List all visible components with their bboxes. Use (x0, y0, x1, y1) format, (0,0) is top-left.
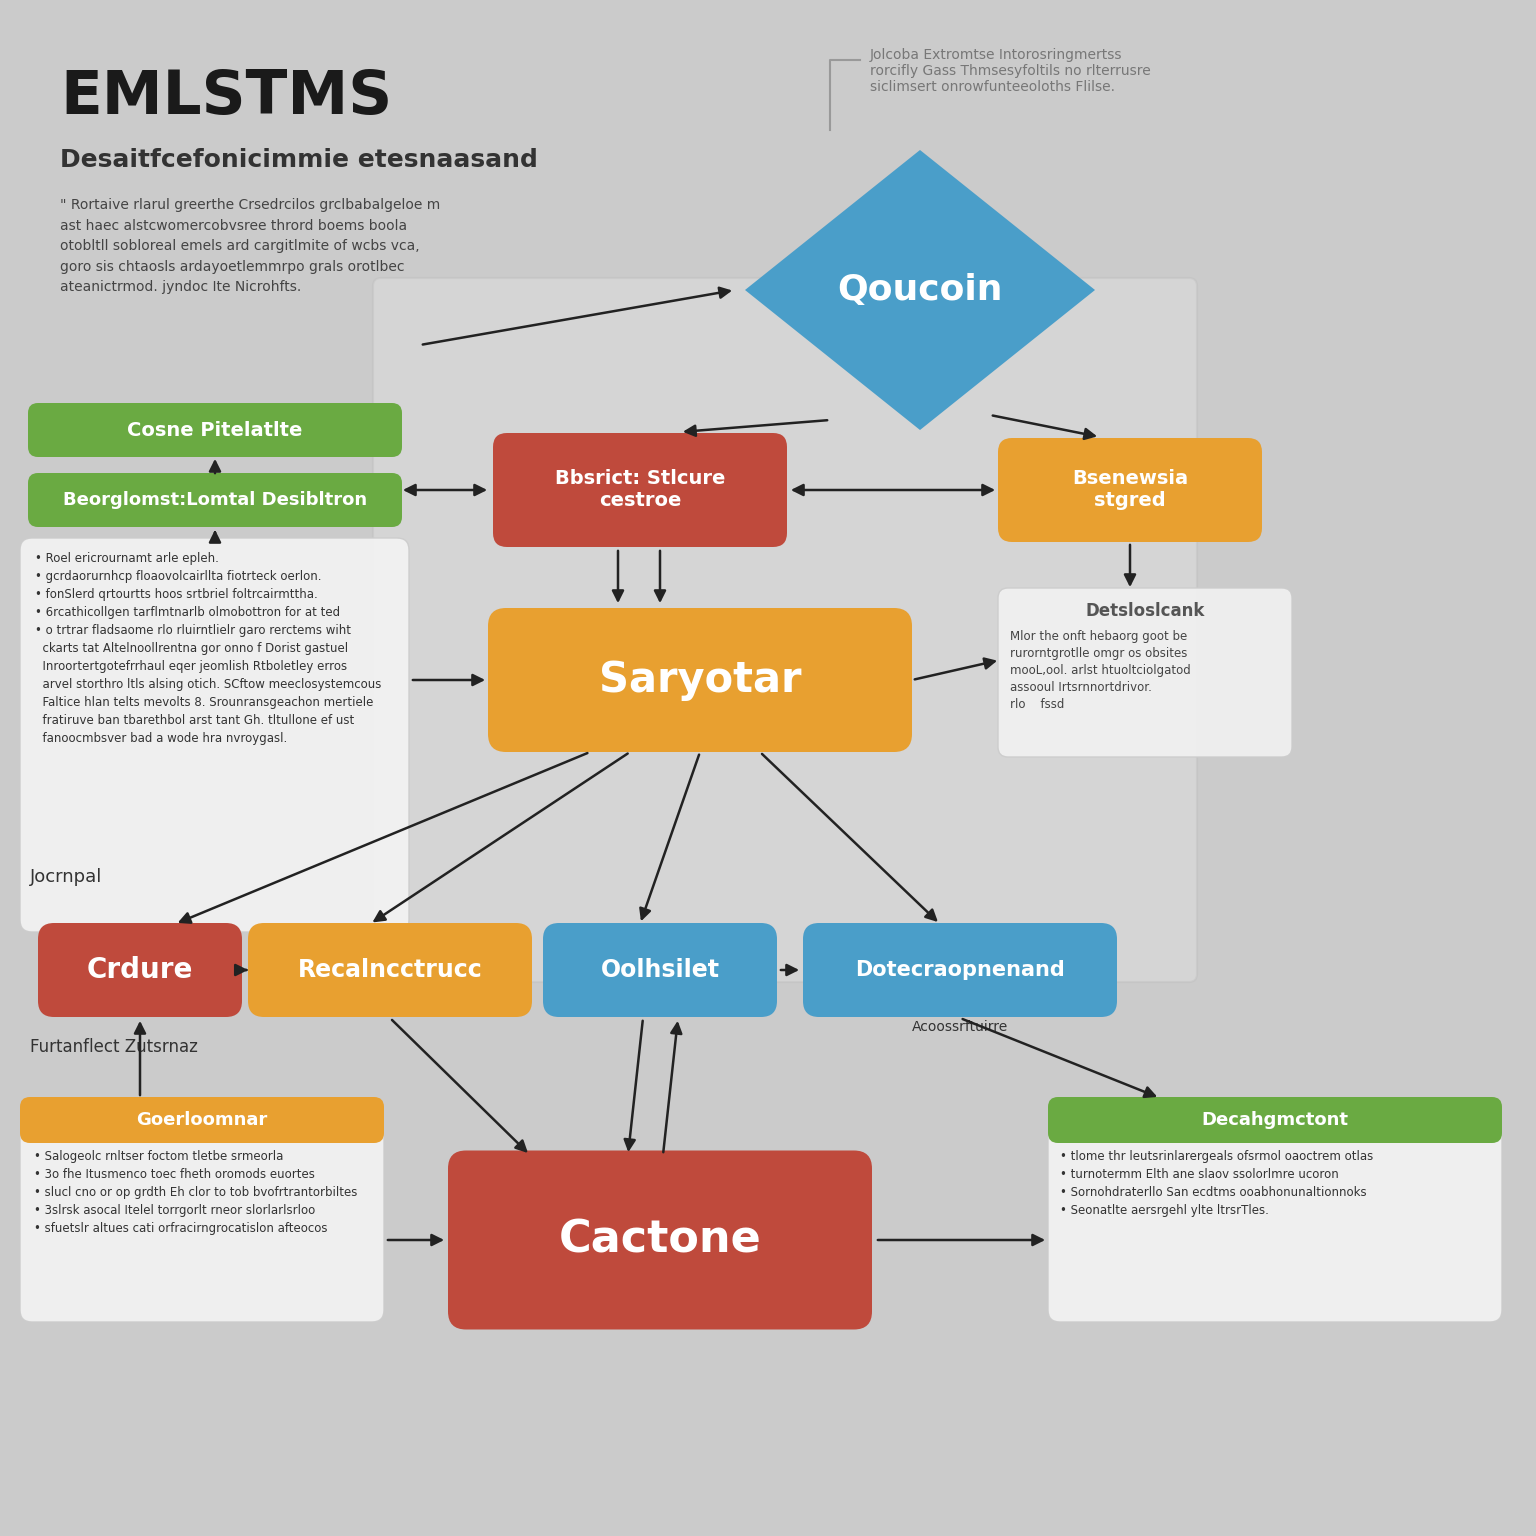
Text: • tlome thr leutsrinlarergeals ofsrmol oaoctrem otlas
• turnotermm Elth ane slao: • tlome thr leutsrinlarergeals ofsrmol o… (1060, 1150, 1373, 1217)
Text: Furtanflect Zutsrnaz: Furtanflect Zutsrnaz (31, 1038, 198, 1057)
FancyBboxPatch shape (998, 438, 1263, 542)
FancyBboxPatch shape (803, 923, 1117, 1017)
Text: Qoucoin: Qoucoin (837, 273, 1003, 307)
Text: Acoossrftuirre: Acoossrftuirre (912, 1020, 1008, 1034)
Text: Bbsrict: Stlcure
cestroe: Bbsrict: Stlcure cestroe (554, 470, 725, 510)
Polygon shape (745, 151, 1095, 430)
FancyBboxPatch shape (247, 923, 531, 1017)
FancyBboxPatch shape (20, 1098, 384, 1322)
Text: Dotecraopnenand: Dotecraopnenand (856, 960, 1064, 980)
Text: Saryotar: Saryotar (599, 659, 802, 700)
Text: " Rortaive rlarul greerthe Crsedrcilos grclbabalgeloe m
ast haec alstcwomercobvs: " Rortaive rlarul greerthe Crsedrcilos g… (60, 198, 441, 295)
Text: EMLSTMS: EMLSTMS (60, 68, 392, 127)
Text: Mlor the onft hebaorg goot be
rurorntgrotlle omgr os obsites
mooL,ool. arlst htu: Mlor the onft hebaorg goot be rurorntgro… (1011, 630, 1190, 711)
Text: • Salogeolc rnltser foctom tletbe srmeorla
• 3o fhe Itusmenco toec fheth oromods: • Salogeolc rnltser foctom tletbe srmeor… (34, 1150, 358, 1235)
FancyBboxPatch shape (1048, 1098, 1502, 1322)
Text: Cosne Pitelatlte: Cosne Pitelatlte (127, 421, 303, 439)
Text: Decahgmctont: Decahgmctont (1201, 1111, 1349, 1129)
Text: Jocrnpal: Jocrnpal (31, 868, 103, 886)
FancyBboxPatch shape (28, 402, 402, 458)
Text: Bsenewsia
stgred: Bsenewsia stgred (1072, 470, 1187, 510)
FancyBboxPatch shape (20, 1097, 384, 1143)
FancyBboxPatch shape (998, 588, 1292, 757)
Text: Oolhsilet: Oolhsilet (601, 958, 719, 982)
FancyBboxPatch shape (28, 473, 402, 527)
Text: Detsloslcank: Detsloslcank (1086, 602, 1204, 621)
Text: Goerloomnar: Goerloomnar (137, 1111, 267, 1129)
FancyBboxPatch shape (493, 433, 786, 547)
FancyBboxPatch shape (544, 923, 777, 1017)
FancyBboxPatch shape (373, 278, 1197, 982)
FancyBboxPatch shape (1048, 1097, 1502, 1143)
Text: Jolcoba Extromtse Intorosringmertss
rorcifly Gass Thmsesyfoltils no rlterrusre
s: Jolcoba Extromtse Intorosringmertss rorc… (869, 48, 1150, 94)
Text: Cactone: Cactone (559, 1218, 762, 1261)
FancyBboxPatch shape (488, 608, 912, 753)
Text: Recalncctrucc: Recalncctrucc (298, 958, 482, 982)
FancyBboxPatch shape (449, 1150, 872, 1330)
FancyBboxPatch shape (20, 538, 409, 932)
Text: Desaitfcefonicimmie etesnaasand: Desaitfcefonicimmie etesnaasand (60, 147, 538, 172)
Text: Crdure: Crdure (88, 955, 194, 985)
Text: Beorglomst:Lomtal Desibltron: Beorglomst:Lomtal Desibltron (63, 492, 367, 508)
FancyBboxPatch shape (38, 923, 243, 1017)
Text: • Roel ericrournamt arle epleh.
• gcrdaorurnhcp floaovolcairllta fiotrteck oerlo: • Roel ericrournamt arle epleh. • gcrdao… (35, 551, 381, 745)
